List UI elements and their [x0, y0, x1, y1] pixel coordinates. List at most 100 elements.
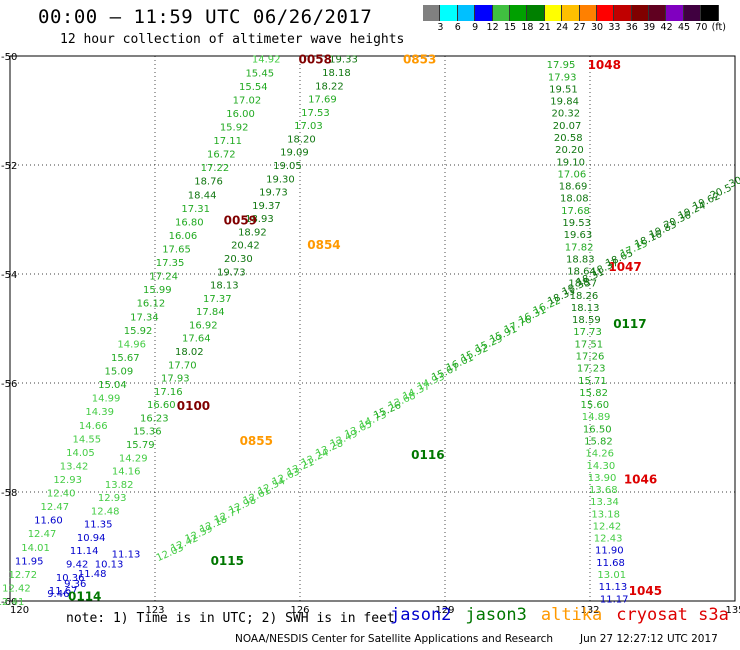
wave-height-value: 13.01	[597, 570, 626, 581]
colorbar-label: 15	[503, 22, 517, 33]
colorbar-label: (ft)	[711, 22, 726, 33]
lon-tick-label: 132	[580, 605, 599, 616]
wave-height-value: 17.65	[162, 245, 191, 256]
wave-height-value: 11.35	[84, 520, 113, 531]
wave-height-value: 11.68	[596, 558, 625, 569]
colorbar-swatch	[423, 5, 441, 21]
wave-height-value: 15.82	[584, 436, 613, 447]
wave-height-value: 20.30	[224, 254, 253, 265]
wave-height-value: 18.93	[245, 214, 274, 225]
wave-height-value: 15.79	[126, 440, 155, 451]
wave-height-value: 14.30	[587, 461, 616, 472]
wave-height-value: 15.54	[239, 82, 268, 93]
wave-height-value: 15.92	[124, 326, 153, 337]
wave-height-value: 16.92	[189, 320, 218, 331]
wave-height-value: 17.23	[577, 364, 606, 375]
wave-height-value: 15.92	[220, 123, 249, 134]
wave-height-value: 12.43	[594, 534, 623, 545]
colorbar-label: 9	[472, 22, 479, 33]
wave-height-value: 17.82	[565, 242, 594, 253]
wave-height-value: 15.60	[581, 400, 610, 411]
wave-height-value: 14.55	[73, 434, 102, 445]
wave-height-value: 19.09	[280, 148, 309, 159]
pass-time-label: 1045	[629, 584, 662, 598]
wave-height-value: 17.64	[182, 334, 211, 345]
wave-height-value: 17.06	[558, 169, 587, 180]
pass-time-label: 0058	[299, 53, 332, 67]
pass-time-label: 0100	[177, 399, 210, 413]
wave-height-value: 19.73	[217, 267, 246, 278]
wave-height-value: 19.73	[259, 188, 288, 199]
pass-time-label: 1046	[624, 472, 657, 486]
wave-height-value: 12.93	[53, 475, 82, 486]
colorbar-label: 36	[625, 22, 638, 33]
lat-tick-label: -50	[1, 52, 17, 63]
lon-tick-label: 126	[290, 605, 309, 616]
wave-height-value: 20.58	[554, 133, 583, 144]
colorbar-swatch	[596, 5, 615, 21]
wave-height-value: 17.24	[149, 272, 178, 283]
wave-height-value: 13.68	[589, 485, 618, 496]
wave-height-value: 18.08	[560, 194, 589, 205]
wave-height-value: 15.45	[245, 68, 274, 79]
wave-height-value: 15.82	[579, 388, 608, 399]
pass-time-label: 1047	[608, 260, 641, 274]
wave-height-value: 11.48	[78, 569, 107, 580]
lon-tick-label: 129	[435, 605, 454, 616]
wave-height-value: 17.26	[576, 352, 605, 363]
wave-height-value: 12.40	[47, 489, 76, 500]
wave-height-value: 17.37	[203, 294, 232, 305]
wave-height-value: 17.53	[301, 108, 330, 119]
wave-height-value: 13.34	[590, 497, 619, 508]
colorbar-swatch	[649, 5, 667, 21]
wave-height-value: 14.92	[252, 55, 281, 66]
generation-timestamp: Jun 27 12:27:12 UTC 2017	[580, 633, 718, 645]
wave-height-value: 11.60	[34, 516, 63, 527]
lat-tick-label: -58	[1, 488, 17, 499]
lon-tick-label: 123	[145, 605, 164, 616]
lat-tick-label: -60	[1, 597, 17, 608]
legend-item: altika	[540, 605, 603, 625]
wave-height-value: 11.13	[112, 550, 141, 561]
units-note: note: 1) Time is in UTC; 2) SWH is in fe…	[66, 611, 395, 626]
wave-height-value: 16.06	[169, 231, 198, 242]
wave-height-value: 13.42	[60, 461, 89, 472]
wave-height-value: 17.95	[547, 60, 576, 71]
colorbar-swatch	[631, 5, 650, 21]
colorbar-swatch	[666, 5, 684, 21]
wave-height-value: 30	[728, 175, 740, 190]
wave-height-value: 17.35	[156, 258, 185, 269]
wave-height-value: 20.07	[553, 121, 582, 132]
colorbar-swatch	[544, 5, 563, 21]
wave-height-value: 19.37	[252, 201, 281, 212]
wave-height-value: 10.13	[95, 559, 124, 570]
wave-height-value: 18.83	[566, 254, 595, 265]
wave-height-value: 14.01	[21, 543, 50, 554]
wave-height-value: 15.04	[98, 380, 127, 391]
wave-height-value: 17.31	[181, 204, 210, 215]
wave-height-value: 18.44	[188, 190, 217, 201]
wave-height-value: 14.66	[79, 421, 108, 432]
wave-height-value: 9.42	[66, 560, 88, 571]
wave-height-value: 18.22	[315, 81, 344, 92]
wave-height-value: 19.30	[266, 174, 295, 185]
colorbar-swatch	[683, 5, 702, 21]
wave-height-value: 18.69	[559, 182, 588, 193]
wave-height-value: 14.26	[585, 449, 614, 460]
satellite-legend: jason2 jason3 altika cryosat s3a	[390, 605, 740, 625]
wave-height-value: 20.42	[231, 241, 260, 252]
wave-height-value: 17.34	[130, 312, 159, 323]
colorbar-label: 27	[573, 22, 586, 33]
pass-time-label: 0115	[211, 554, 244, 568]
colorbar-label: 45	[677, 22, 691, 33]
wave-height-value: 15.71	[578, 376, 607, 387]
colorbar-label: 30	[590, 22, 604, 33]
wave-height-value: 18.59	[572, 315, 601, 326]
wave-height-value: 18.18	[322, 68, 351, 79]
pass-time-label: 0854	[307, 238, 340, 252]
wave-height-value: 16.72	[207, 150, 236, 161]
wave-height-value: 12.48	[91, 506, 120, 517]
legend-item: jason3	[465, 605, 527, 625]
wave-height-value: 16.80	[175, 217, 204, 228]
wave-height-value: 18.20	[287, 134, 316, 145]
